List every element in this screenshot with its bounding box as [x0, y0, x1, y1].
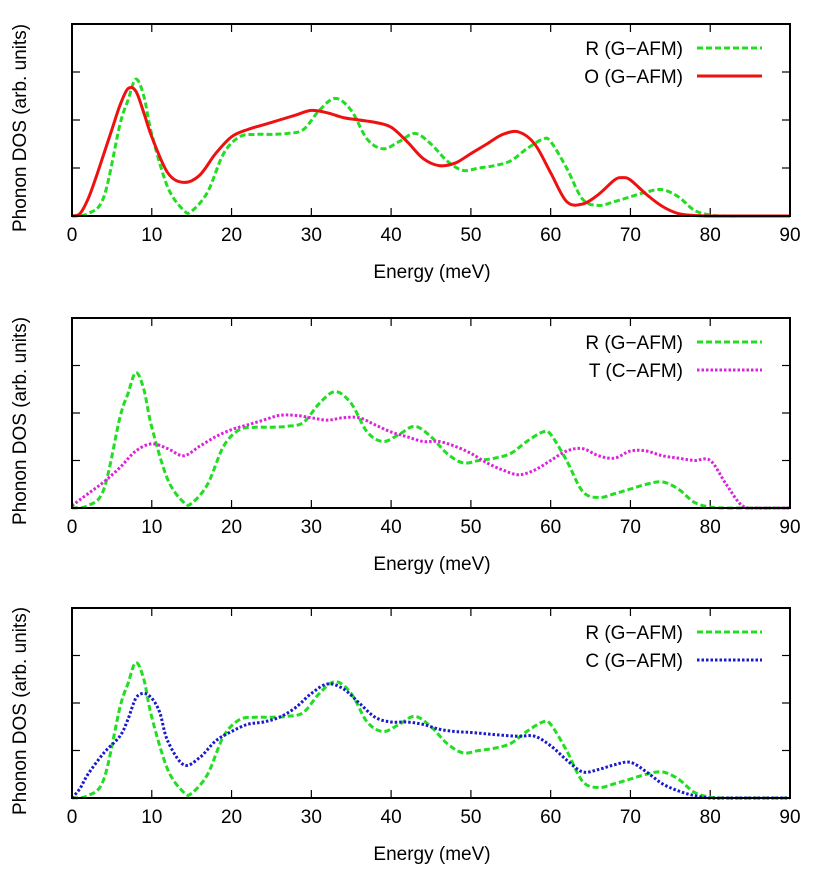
x-tick-label: 20: [221, 517, 242, 538]
x-tick-label: 50: [460, 517, 481, 538]
x-axis-label: Energy (meV): [373, 844, 490, 865]
x-tick-label: 40: [381, 225, 402, 246]
x-tick-label: 70: [620, 517, 641, 538]
x-tick-label: 30: [301, 225, 322, 246]
x-tick-label: 0: [67, 807, 78, 828]
x-tick-label: 90: [779, 225, 800, 246]
x-tick-label: 80: [700, 225, 721, 246]
x-tick-label: 10: [141, 225, 162, 246]
plot-frame: [71, 317, 791, 509]
x-tick-label: 90: [779, 517, 800, 538]
x-tick-label: 70: [620, 225, 641, 246]
x-tick-label: 0: [67, 225, 78, 246]
x-tick-label: 90: [779, 807, 800, 828]
x-tick-label: 60: [540, 517, 561, 538]
panel-1: 0 10 20 30 40 50 60 70 80 90 R (G−AFM) O (G−AFM) Ene…: [10, 23, 801, 283]
x-axis-label: Energy (meV): [373, 262, 490, 283]
y-axis-label: Phonon DOS (arb. units): [10, 24, 31, 232]
x-tick-label: 40: [381, 807, 402, 828]
x-tick-label: 80: [700, 517, 721, 538]
legend-label: R (G−AFM): [585, 39, 683, 60]
series-line-1: [71, 661, 790, 800]
plot-frame: [71, 607, 791, 799]
x-tick-label: 20: [221, 225, 242, 246]
panel-3: 0 10 20 30 40 50 60 70 80 90 R (G−AFM) C (G−AFM) Ene…: [10, 607, 801, 865]
series-line-2: [70, 682, 790, 800]
x-tick-label: 60: [540, 225, 561, 246]
y-axis-label: Phonon DOS (arb. units): [10, 317, 31, 525]
series-line-1: [71, 371, 790, 510]
x-tick-label: 10: [141, 807, 162, 828]
x-tick-label: 60: [540, 807, 561, 828]
panel-2: 0 10 20 30 40 50 60 70 80 90 R (G−AFM) T (C−AFM) Ene…: [10, 317, 801, 575]
series-line-1: [71, 77, 790, 218]
legend-label: R (G−AFM): [585, 333, 683, 354]
x-axis-label: Energy (meV): [373, 554, 490, 575]
x-tick-label: 10: [141, 517, 162, 538]
series-line-2: [71, 413, 790, 510]
series-line-2: [71, 85, 790, 218]
legend-label: R (G−AFM): [585, 623, 683, 644]
plot-frame: [71, 23, 791, 217]
x-tick-label: 40: [381, 517, 402, 538]
x-tick-label: 70: [620, 807, 641, 828]
legend-label: O (G−AFM): [584, 67, 683, 88]
x-tick-label: 0: [67, 517, 78, 538]
x-tick-label: 50: [460, 225, 481, 246]
legend-label: C (G−AFM): [585, 651, 683, 672]
x-tick-label: 80: [700, 807, 721, 828]
x-tick-label: 30: [301, 517, 322, 538]
y-axis-label: Phonon DOS (arb. units): [10, 607, 31, 815]
x-tick-label: 20: [221, 807, 242, 828]
x-tick-label: 30: [301, 807, 322, 828]
legend-label: T (C−AFM): [589, 361, 683, 382]
x-tick-label: 50: [460, 807, 481, 828]
